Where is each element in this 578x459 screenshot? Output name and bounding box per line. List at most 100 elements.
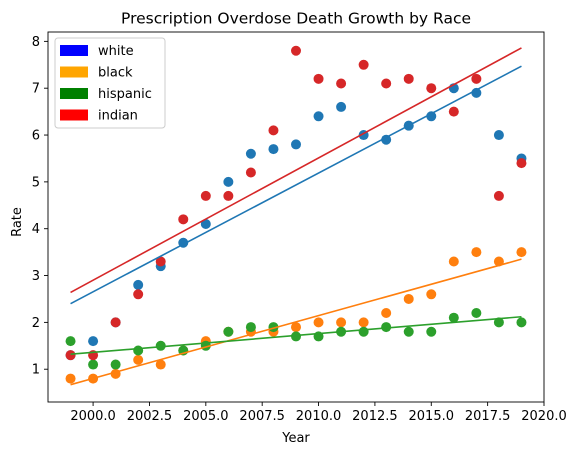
plot-marks	[65, 45, 527, 386]
point	[516, 158, 527, 169]
point	[471, 308, 482, 319]
point	[133, 289, 144, 300]
trend-line-0	[70, 65, 522, 305]
y-tick-label: 4	[32, 222, 40, 237]
chart-title: Prescription Overdose Death Growth by Ra…	[121, 10, 471, 28]
point	[178, 214, 189, 225]
point	[471, 73, 482, 84]
point	[155, 359, 166, 370]
x-tick-label: 2005.0	[183, 409, 229, 424]
legend-label: white	[98, 44, 134, 59]
legend-swatch	[60, 109, 88, 121]
point	[268, 125, 279, 136]
legend-label: black	[98, 66, 133, 81]
y-tick-label: 3	[32, 269, 40, 284]
point	[381, 78, 392, 89]
point	[471, 247, 482, 258]
trend-line-3	[70, 47, 522, 294]
x-tick-label: 2010.0	[296, 409, 342, 424]
y-tick-label: 1	[32, 363, 40, 378]
point	[200, 219, 211, 230]
point	[426, 111, 437, 122]
point	[291, 322, 301, 333]
point	[88, 359, 99, 370]
point	[426, 83, 437, 94]
point	[403, 293, 414, 304]
point	[291, 139, 301, 150]
point	[336, 78, 347, 89]
point	[313, 111, 324, 122]
point	[358, 317, 369, 328]
point	[223, 190, 234, 201]
point	[516, 247, 527, 258]
point	[493, 130, 504, 141]
point	[426, 289, 437, 300]
x-tick-label: 2007.5	[239, 409, 285, 424]
point	[65, 373, 76, 384]
x-tick-label: 2000.0	[70, 409, 116, 424]
point	[381, 308, 392, 319]
point	[268, 144, 279, 155]
trend-line-2	[70, 315, 522, 356]
legend-label: indian	[98, 109, 138, 124]
series-2	[65, 308, 527, 370]
point	[223, 326, 234, 337]
point	[245, 148, 256, 159]
point	[133, 345, 144, 356]
point	[155, 340, 166, 351]
legend: white black hispanic indian	[54, 37, 166, 129]
point	[516, 317, 527, 328]
point	[291, 45, 301, 56]
point	[426, 326, 437, 337]
series-3	[65, 45, 527, 361]
plot-frame	[47, 31, 545, 403]
legend-swatch	[60, 66, 88, 78]
point	[223, 176, 234, 187]
x-tick-label: 2002.5	[127, 409, 173, 424]
y-axis-label: Rate	[10, 207, 25, 237]
point	[110, 317, 121, 328]
x-axis-label: Year	[281, 431, 310, 446]
point	[313, 317, 324, 328]
point	[313, 73, 324, 84]
trend-line-1	[70, 258, 522, 386]
point	[448, 106, 459, 117]
y-tick-label: 8	[32, 35, 40, 50]
point	[88, 336, 99, 347]
legend-swatch	[60, 88, 88, 99]
point	[155, 256, 166, 267]
point	[381, 134, 392, 145]
point	[336, 317, 347, 328]
point	[133, 354, 144, 365]
point	[358, 326, 369, 337]
point	[65, 350, 76, 361]
x-tick-label: 2020.0	[521, 409, 567, 424]
legend-box	[54, 37, 166, 129]
point	[493, 190, 504, 201]
x-tick-label: 2015.0	[409, 409, 455, 424]
legend-swatch	[60, 45, 88, 56]
point	[291, 331, 301, 342]
axes: 2000.0 2002.5 2005.0 2007.5 2010.0 2012.5 2015…	[32, 31, 567, 424]
point	[448, 256, 459, 267]
y-tick-label: 5	[32, 175, 40, 190]
point	[200, 190, 211, 201]
y-tick-label: 7	[32, 82, 40, 97]
point	[245, 167, 256, 178]
x-tick-label: 2017.5	[465, 409, 511, 424]
point	[245, 322, 256, 333]
point	[403, 73, 414, 84]
point	[110, 359, 121, 370]
point	[133, 279, 144, 290]
point	[381, 322, 392, 333]
point	[403, 326, 414, 337]
legend-label: hispanic	[98, 87, 152, 102]
point	[336, 101, 347, 112]
point	[493, 317, 504, 328]
x-tick-label: 2012.5	[352, 409, 398, 424]
y-tick-label: 6	[32, 129, 40, 144]
point	[358, 59, 369, 70]
y-tick-label: 2	[32, 316, 40, 331]
point	[65, 336, 76, 347]
